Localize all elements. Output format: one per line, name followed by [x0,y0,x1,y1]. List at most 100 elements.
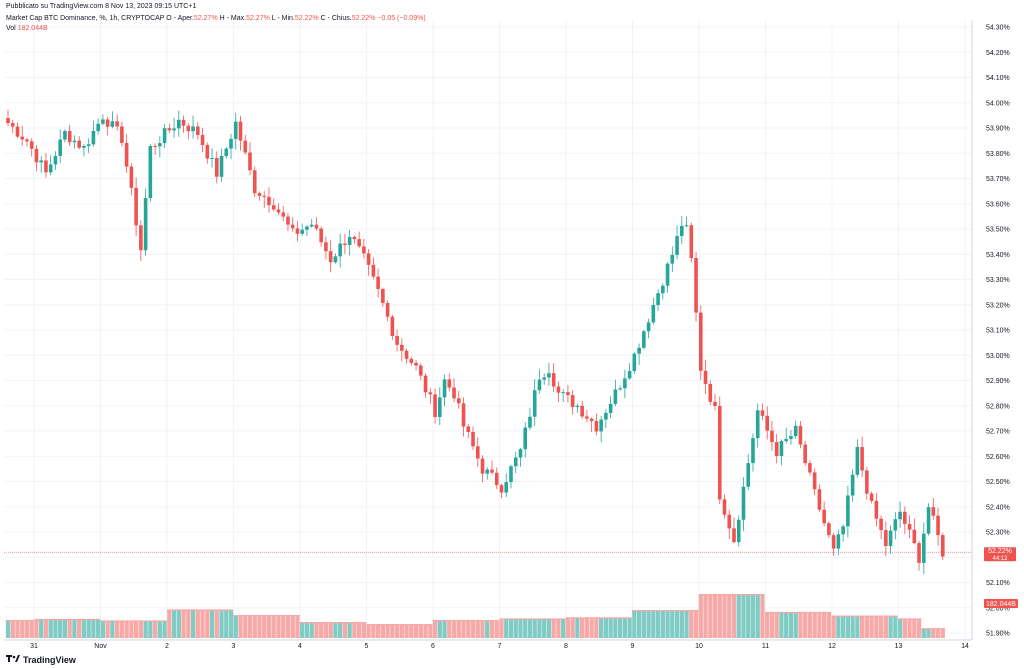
volume-bar [727,594,732,638]
candle-body [898,511,902,520]
candle-body [713,401,717,406]
candle-body [561,392,565,394]
candle-body [518,449,523,458]
candle-body [229,138,233,149]
tradingview-footer[interactable]: TradingView [6,654,76,665]
volume-label[interactable]: Vol [6,25,16,32]
volume-bar [361,622,367,638]
volume-bar [793,612,798,638]
volume-bar [285,615,291,638]
candle-body [817,489,822,510]
volume-bar [622,617,627,638]
x-tick-label: 8 [564,643,568,650]
volume-bar [916,618,922,638]
candle-body [812,472,817,490]
x-tick-label: 6 [431,643,435,650]
volume-bar [580,617,585,638]
candle-body [475,446,480,459]
volume-bar [390,624,395,638]
volume-bar [281,615,286,638]
candle-body [281,212,286,217]
volume-bar [527,618,533,638]
volume-bar [931,628,936,638]
volume-bar [333,622,338,638]
volume-row: Vol 182.044B [6,24,426,34]
candle-body [172,128,176,131]
candle-body [39,160,44,163]
candle-body [362,246,366,254]
y-tick-label: 52.60% [986,454,1010,461]
candle-body [589,418,594,422]
candle-body [608,403,613,413]
candle-body [623,378,627,389]
volume-bar [655,610,661,638]
open-label: O - Aper. [166,15,194,22]
candle-body [20,136,25,140]
volume-bar [499,618,504,638]
volume-bar [769,612,775,638]
x-tick-label: 9 [631,643,635,650]
close-value: 52.22% [351,15,376,22]
candle-body [494,472,499,486]
candle-body [884,530,888,546]
volume-bar [428,624,433,638]
candle-body [319,228,323,243]
volume-bar [803,612,808,638]
candle-body [912,529,917,544]
candle-body [381,289,385,303]
candle-body [741,486,746,520]
published-text: Pubblicato su TradingView.com 8 Nov 13, … [6,3,197,10]
volume-bar [575,617,580,638]
candle-body [774,442,779,456]
volume-bar [347,622,352,638]
candle-body [604,412,608,420]
candle-body [53,155,58,165]
candle-body [789,436,793,440]
candle-body [627,371,632,379]
volume-bar [442,620,447,638]
volume-bar [423,624,428,638]
candle-body [148,146,153,199]
y-tick-label: 52.00% [986,605,1010,612]
volume-bar [836,616,841,638]
x-tick-label: 31 [30,643,38,650]
volume-bar [447,620,452,638]
x-tick-label: 7 [498,643,502,650]
volume-bar [717,594,722,638]
candle-body [746,463,751,487]
candle-body [556,386,561,393]
volume-bar [295,615,300,638]
y-tick-label: 52.70% [986,429,1010,436]
candle-body [115,121,119,127]
candle-body [656,293,660,306]
volume-bar [784,612,789,638]
volume-bar [470,620,476,638]
candle-body [566,392,570,396]
volume-bar [162,620,167,638]
volume-bar [262,615,267,638]
candle-body [770,430,774,443]
close-label: C - Chius. [320,15,352,22]
volume-bar [39,619,44,638]
volume-bar [176,610,181,638]
x-tick-label: 3 [232,643,236,650]
volume-bar [96,619,101,638]
symbol-label[interactable]: Market Cap BTC Dominance, %, 1h, CRYPTOC… [6,15,165,22]
chart-legend: Market Cap BTC Dominance, %, 1h, CRYPTOC… [6,14,426,34]
candle-body [295,228,300,234]
candle-body [793,425,798,437]
candle-body [471,431,475,447]
volume-bar [551,618,556,638]
candle-body [646,322,651,332]
candle-body [765,415,770,431]
candle-body [376,276,380,290]
volume-bar [741,594,746,638]
y-tick-label: 52.30% [986,530,1010,537]
volume-bar [190,610,196,638]
volume-bar [940,628,945,638]
volume-bar [228,610,234,638]
candle-body [893,519,898,531]
volume-bar [157,620,162,638]
volume-bar [129,620,134,638]
